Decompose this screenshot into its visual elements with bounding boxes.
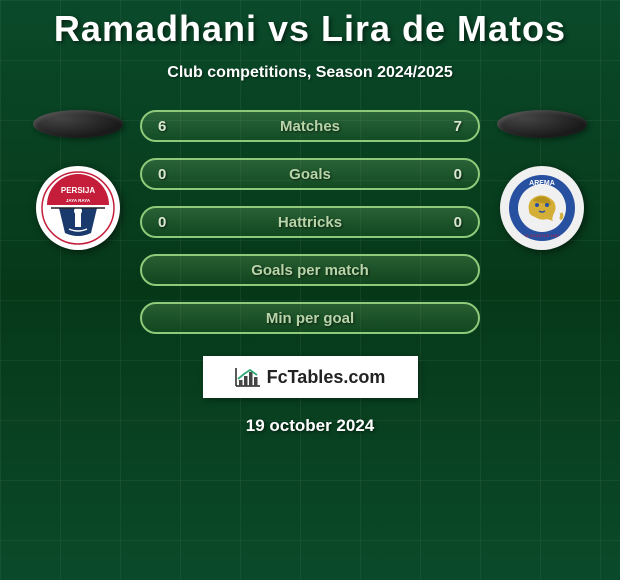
player-left-side: PERSIJA JAYA RAYA [28,110,128,250]
svg-text:AREMA: AREMA [529,180,555,187]
chart-icon [235,366,261,388]
stat-row-goals: 0 Goals 0 [140,158,480,190]
club-badge-right: AREMA 11 AGUSTUS 1987 [500,166,584,250]
stat-left-value: 6 [158,118,182,135]
stat-left-value: 0 [158,166,182,183]
fctables-logo[interactable]: FcTables.com [203,356,418,398]
svg-text:PERSIJA: PERSIJA [61,186,95,195]
svg-text:11 AGUSTUS 1987: 11 AGUSTUS 1987 [525,233,560,238]
svg-text:JAYA RAYA: JAYA RAYA [66,198,91,203]
stat-label: Min per goal [182,310,438,327]
stats-column: 6 Matches 7 0 Goals 0 0 Hattricks 0 Goal… [140,110,480,334]
stat-label: Matches [182,118,438,135]
persija-badge-icon: PERSIJA JAYA RAYA [41,171,115,245]
stat-row-matches: 6 Matches 7 [140,110,480,142]
stat-row-hattricks: 0 Hattricks 0 [140,206,480,238]
stat-row-gpm: Goals per match [140,254,480,286]
logo-text: FcTables.com [267,367,386,388]
stat-label: Goals [182,166,438,183]
stat-right-value: 7 [438,118,462,135]
arema-badge-icon: AREMA 11 AGUSTUS 1987 [505,171,579,245]
stat-right-value: 0 [438,214,462,231]
player-left-avatar-placeholder [33,110,123,138]
player-right-side: AREMA 11 AGUSTUS 1987 [492,110,592,250]
player-right-avatar-placeholder [497,110,587,138]
club-badge-left: PERSIJA JAYA RAYA [36,166,120,250]
date-text: 19 october 2024 [0,416,620,436]
stat-left-value: 0 [158,214,182,231]
stat-label: Goals per match [182,262,438,279]
page-title: Ramadhani vs Lira de Matos [0,0,620,50]
stat-right-value: 0 [438,166,462,183]
stat-row-mpg: Min per goal [140,302,480,334]
stat-label: Hattricks [182,214,438,231]
comparison-area: PERSIJA JAYA RAYA 6 Matches 7 0 Goals 0 … [0,110,620,334]
subtitle: Club competitions, Season 2024/2025 [0,64,620,82]
